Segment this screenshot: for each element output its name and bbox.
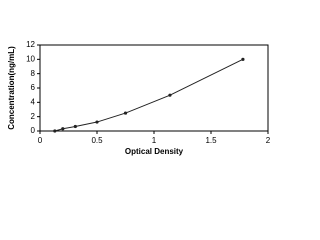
y-tick-label: 8 (31, 69, 36, 78)
point (61, 127, 65, 131)
point (53, 129, 57, 133)
curve (54, 58, 244, 132)
y-tick-label: 4 (31, 97, 36, 106)
point (95, 120, 99, 124)
x-tick-label: 1 (152, 136, 157, 145)
point (241, 57, 245, 61)
y-tick-label: 2 (31, 112, 36, 121)
plot-frame (39, 44, 269, 132)
y-tick-label: 6 (31, 83, 36, 92)
y-tick-label: 0 (31, 126, 36, 135)
y-tick-label: 12 (26, 40, 35, 49)
y-axis-label: Concentration(ng/mL) (7, 46, 16, 130)
x-tick-label: 2 (266, 136, 271, 145)
x-axis-label: Optical Density (125, 147, 184, 156)
x-tick-label: 1.5 (205, 136, 217, 145)
x-tick-label: 0.5 (91, 136, 103, 145)
chart: Optical Density Concentration(ng/mL) 0 2 4… (7, 40, 271, 156)
y-tick-label: 10 (26, 54, 35, 63)
x-tick-label: 0 (38, 136, 43, 145)
point (73, 124, 77, 129)
point (168, 93, 172, 97)
point (123, 111, 128, 115)
